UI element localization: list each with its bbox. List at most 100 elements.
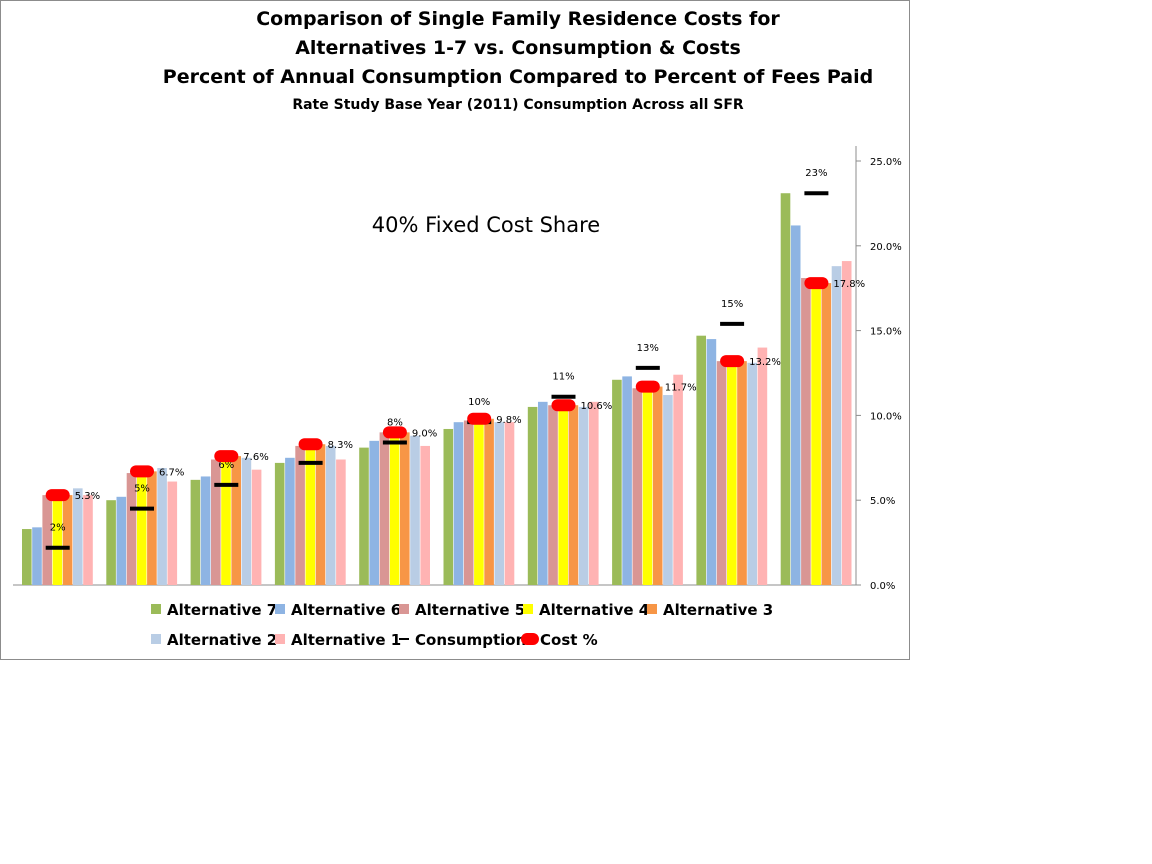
bar-alternative-1 bbox=[841, 261, 852, 585]
legend-swatch-alternative-3 bbox=[647, 604, 657, 614]
bar-alternative-6 bbox=[32, 527, 42, 585]
consumption-label: 5% bbox=[134, 484, 150, 495]
bar-alternative-1 bbox=[589, 401, 599, 585]
bar-alternative-4 bbox=[52, 495, 63, 585]
bar-alternative-5 bbox=[632, 388, 643, 585]
bar-alternative-7 bbox=[190, 479, 201, 585]
consumption-label: 10% bbox=[468, 397, 490, 408]
bar-alternative-5 bbox=[126, 473, 137, 585]
bar-alternative-1 bbox=[167, 481, 178, 585]
consumption-label: 11% bbox=[552, 372, 574, 383]
bar-alternative-4 bbox=[305, 444, 316, 585]
legend-swatch-cost bbox=[521, 633, 539, 645]
bar-alternative-1 bbox=[420, 445, 430, 585]
legend-label-alternative-7: Alternative 7 bbox=[167, 601, 277, 619]
bar-alternative-3 bbox=[147, 471, 157, 585]
bar-alternative-2 bbox=[663, 395, 673, 585]
bar-alternative-6 bbox=[285, 457, 295, 585]
bar-alternative-6 bbox=[453, 422, 464, 585]
bar-alternative-3 bbox=[737, 361, 747, 585]
cost-label: 13.2% bbox=[749, 357, 781, 368]
cost-label: 11.7% bbox=[665, 383, 697, 394]
cost-label: 5.3% bbox=[75, 491, 100, 502]
legend-label-alternative-4: Alternative 4 bbox=[539, 601, 649, 619]
bar-alternative-2 bbox=[241, 457, 252, 585]
cost-label: 7.6% bbox=[243, 452, 268, 463]
title-line-2: Alternatives 1-7 vs. Consumption & Costs bbox=[295, 37, 741, 59]
cost-marker bbox=[45, 489, 70, 502]
cost-marker bbox=[298, 438, 323, 451]
legend-label-alternative-3: Alternative 3 bbox=[663, 601, 773, 619]
bar-alternative-6 bbox=[200, 476, 211, 585]
cost-marker bbox=[720, 355, 745, 368]
bar-alternative-2 bbox=[410, 435, 420, 585]
legend-label-consumption: Consumption bbox=[415, 631, 526, 649]
cost-label: 10.6% bbox=[581, 401, 613, 412]
consumption-label: 13% bbox=[637, 343, 659, 354]
legend-label-alternative-2: Alternative 2 bbox=[167, 631, 277, 649]
bar-alternative-7 bbox=[780, 193, 791, 585]
y-tick-label: 25.0% bbox=[870, 157, 902, 168]
cost-marker bbox=[467, 412, 492, 425]
legend-swatch-alternative-5 bbox=[399, 604, 409, 614]
legend-label-alternative-6: Alternative 6 bbox=[291, 601, 401, 619]
chart-svg: Comparison of Single Family Residence Co… bbox=[13, 8, 902, 649]
bar-alternative-5 bbox=[801, 278, 811, 585]
bar-alternative-7 bbox=[696, 335, 706, 585]
bar-alternative-1 bbox=[757, 347, 768, 585]
bar-alternative-1 bbox=[504, 422, 515, 585]
legend: Alternative 7 Alternative 6 Alternative 5 A… bbox=[151, 601, 773, 649]
y-tick-label: 20.0% bbox=[870, 242, 902, 253]
consumption-label: 6% bbox=[218, 460, 234, 471]
bar-alternative-6 bbox=[369, 440, 379, 585]
bar-alternative-4 bbox=[474, 418, 484, 585]
bar-alternative-6 bbox=[790, 225, 801, 585]
legend-swatch-alternative-6 bbox=[275, 604, 285, 614]
cost-label: 8.3% bbox=[328, 440, 353, 451]
cost-marker bbox=[130, 465, 154, 478]
y-tick-label: 10.0% bbox=[870, 411, 902, 422]
bar-alternative-4 bbox=[389, 432, 400, 585]
bar-alternative-3 bbox=[400, 432, 410, 585]
consumption-label: 2% bbox=[50, 523, 66, 534]
bar-alternative-6 bbox=[622, 376, 632, 585]
cost-marker bbox=[804, 277, 829, 290]
bar-alternative-2 bbox=[831, 266, 842, 585]
bar-alternative-2 bbox=[747, 362, 757, 585]
cost-marker bbox=[551, 399, 576, 412]
cost-marker bbox=[382, 426, 407, 439]
bar-alternative-3 bbox=[315, 444, 326, 585]
bar-alternative-1 bbox=[673, 374, 683, 585]
consumption-label: 8% bbox=[387, 418, 403, 429]
bar-alternative-5 bbox=[211, 459, 221, 585]
bar-alternative-5 bbox=[716, 361, 727, 585]
bar-alternative-5 bbox=[463, 420, 474, 585]
chart-title: Comparison of Single Family Residence Co… bbox=[163, 8, 873, 113]
bar-alternative-2 bbox=[494, 422, 505, 585]
bar-alternative-5 bbox=[548, 405, 558, 585]
cost-label: 9.8% bbox=[496, 415, 521, 426]
bar-alternative-2 bbox=[73, 488, 83, 585]
bar-alternative-1 bbox=[251, 469, 262, 585]
title-line-4: Rate Study Base Year (2011) Consumption … bbox=[292, 97, 744, 113]
bar-alternative-3 bbox=[568, 405, 579, 585]
cost-label: 17.8% bbox=[833, 279, 865, 290]
bar-alternative-3 bbox=[652, 386, 663, 585]
consumption-label: 23% bbox=[805, 168, 827, 179]
bar-alternative-5 bbox=[295, 445, 305, 585]
bar-alternative-5 bbox=[379, 432, 390, 585]
bar-alternative-7 bbox=[106, 500, 116, 585]
legend-label-alternative-5: Alternative 5 bbox=[415, 601, 525, 619]
legend-swatch-alternative-1 bbox=[275, 634, 285, 644]
cost-marker bbox=[214, 450, 239, 463]
bar-alternative-2 bbox=[578, 406, 589, 585]
bar-alternative-7 bbox=[527, 406, 538, 585]
chart-frame: Comparison of Single Family Residence Co… bbox=[0, 0, 910, 660]
bar-alternative-4 bbox=[642, 386, 653, 585]
bar-alternative-4 bbox=[136, 471, 147, 585]
legend-swatch-alternative-2 bbox=[151, 634, 161, 644]
y-tick-label: 0.0% bbox=[870, 581, 895, 592]
bar-alternative-4 bbox=[811, 283, 821, 585]
bar-alternative-3 bbox=[62, 495, 73, 585]
bar-alternative-5 bbox=[42, 495, 52, 585]
